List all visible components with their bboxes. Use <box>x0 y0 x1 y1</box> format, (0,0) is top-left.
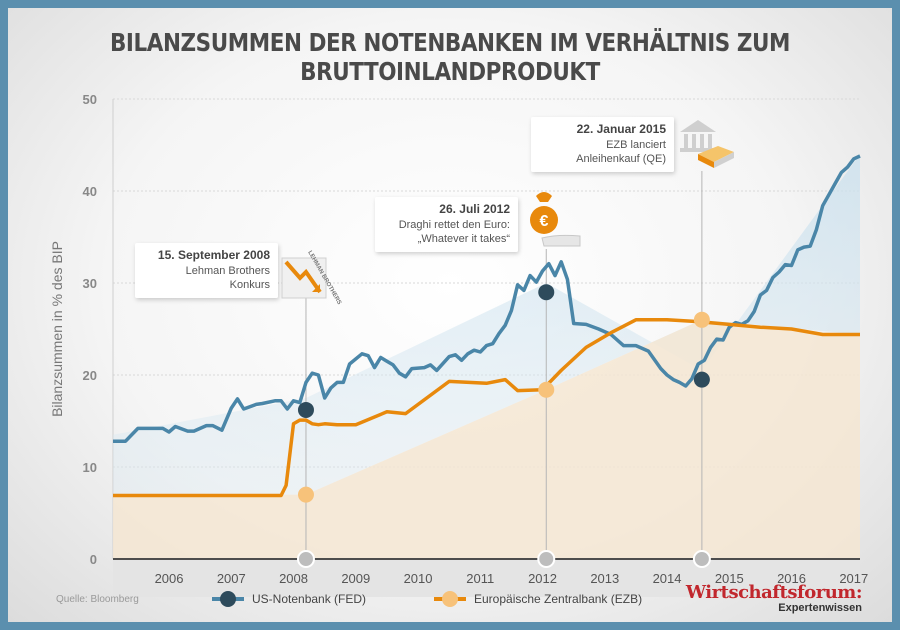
fed-marker-0 <box>297 401 314 418</box>
bank-icon <box>680 120 734 168</box>
axis-marker-1 <box>537 550 556 568</box>
bank-column <box>692 134 696 148</box>
callout-box <box>135 243 278 298</box>
callout-text: EZB lanciert <box>606 139 666 151</box>
legend-swatch-fed <box>212 591 244 607</box>
y-tick-label: 30 <box>83 276 97 291</box>
source-note: Quelle: Bloomberg <box>56 594 139 605</box>
x-tick-label: 2013 <box>590 571 619 586</box>
money-stack-side <box>698 154 714 168</box>
money-bag <box>530 206 558 234</box>
callout-date: 15. September 2008 <box>158 248 270 262</box>
y-tick-label: 20 <box>83 368 97 383</box>
event-callouts: 15. September 2008 Lehman Brothers Konkurs… <box>135 117 734 306</box>
legend-item-ezb: Europäische Zentralbank (EZB) <box>434 591 643 607</box>
callout-1: 26. Juli 2012 Draghi rettet den Euro: „Wha… <box>375 197 518 252</box>
y-tick-labels: 0 10 20 30 40 50 <box>83 92 97 567</box>
euro-sign: € <box>540 213 549 230</box>
legend-marker-ezb <box>442 591 458 607</box>
callout-box <box>531 117 674 172</box>
bank-column <box>684 134 688 148</box>
x-tick-label: 2008 <box>279 571 308 586</box>
legend-label-fed: US-Notenbank (FED) <box>252 592 367 606</box>
legend-marker-fed <box>220 591 236 607</box>
hand <box>541 234 581 247</box>
x-tick-label: 2014 <box>653 571 682 586</box>
falling-arrow <box>284 260 322 294</box>
brand-logo: Wirtschaftsforum: Expertenwissen <box>685 582 863 615</box>
x-tick-label: 2011 <box>466 571 494 586</box>
x-tick-label: 2009 <box>341 571 370 586</box>
y-tick-label: 10 <box>83 460 97 475</box>
callout-text: Lehman Brothers <box>186 265 271 277</box>
brand-tagline: Expertenwissen <box>778 602 862 614</box>
legend-swatch-ezb <box>434 591 466 607</box>
money-stack-front <box>714 152 734 168</box>
fed-marker-1 <box>538 284 555 301</box>
event-lines <box>305 171 703 559</box>
x-tick-label: 2017 <box>839 571 868 586</box>
x-tick-label: 2016 <box>777 571 806 586</box>
callout-0: 15. September 2008 Lehman Brothers Konkurs <box>135 243 278 298</box>
axis-marker-2 <box>692 550 711 568</box>
euro-money-icon: € <box>530 192 581 247</box>
x-tick-label: 2010 <box>404 571 433 586</box>
y-axis-label: Bilanzsummen in % des BIP <box>49 241 65 417</box>
callout-text: Konkurs <box>230 279 271 291</box>
callout-2: 22. Januar 2015 EZB lanciert Anleihenkauf … <box>531 117 674 172</box>
legend-label-ezb: Europäische Zentralbank (EZB) <box>474 592 643 606</box>
event-markers <box>296 284 711 568</box>
callout-text: Anleihenkauf (QE) <box>576 153 666 165</box>
series-line-fed <box>113 154 861 443</box>
callout-date: 26. Juli 2012 <box>439 202 510 216</box>
chart-title: BILANZSUMMEN DER NOTENBANKEN IM VERHÄLTN… <box>109 28 791 86</box>
x-tick-label: 2007 <box>217 571 246 586</box>
bank-base <box>680 148 716 152</box>
bank-column <box>708 134 712 148</box>
x-tick-label: 2006 <box>155 571 184 586</box>
callout-text: „Whatever it takes“ <box>418 233 511 245</box>
ezb-marker-1 <box>538 381 555 398</box>
bank-roof <box>680 120 716 132</box>
fed-marker-2 <box>693 371 710 388</box>
bank-column <box>700 134 704 148</box>
ezb-marker-2 <box>693 311 710 328</box>
callout-box <box>375 197 518 252</box>
axis-marker-0 <box>296 550 315 568</box>
x-tick-label: 2012 <box>528 571 557 586</box>
y-tick-label: 0 <box>90 552 97 567</box>
arrow-head <box>312 284 320 292</box>
callout-text: Draghi rettet den Euro: <box>399 219 510 231</box>
x-axis-band <box>113 559 860 597</box>
x-tick-label: 2015 <box>715 571 744 586</box>
money-stack-top <box>698 146 734 162</box>
legend-item-fed: US-Notenbank (FED) <box>212 591 367 607</box>
money-bag-top <box>536 192 552 202</box>
y-tick-label: 50 <box>83 92 97 107</box>
callout-date: 22. Januar 2015 <box>577 122 667 136</box>
y-tick-label: 40 <box>83 184 97 199</box>
x-axis: 2006 2007 2008 2009 2010 2011 2012 2013 2014 2015… <box>113 558 868 597</box>
falling-chart-icon: LEHMAN BROTHERS <box>281 250 342 306</box>
brand-name: Wirtschaftsforum: <box>685 582 863 603</box>
ezb-marker-0 <box>297 486 314 503</box>
